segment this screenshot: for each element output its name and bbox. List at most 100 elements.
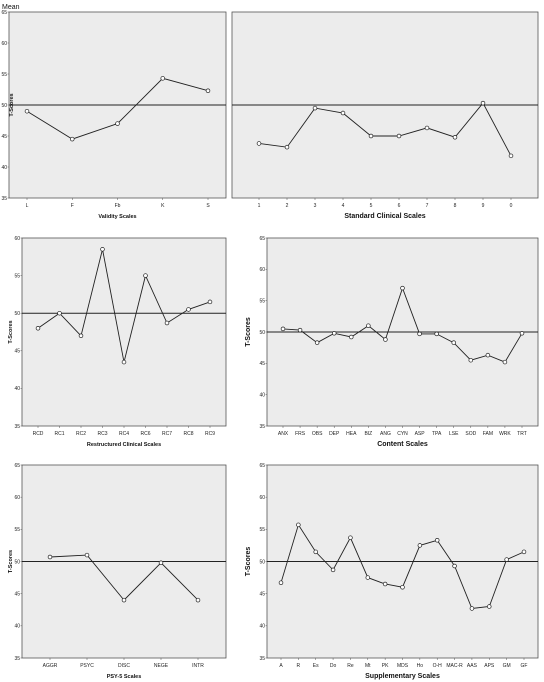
x-tick-label: R: [297, 663, 301, 669]
x-tick-label: Re: [347, 663, 354, 669]
data-point: [521, 549, 527, 555]
data-point: [314, 340, 320, 345]
data-point: [383, 337, 388, 342]
series-line: [258, 102, 512, 157]
y-tick-label: 65: [14, 463, 20, 469]
data-point: [195, 597, 201, 603]
data-point: [382, 581, 388, 587]
y-tick-label: 55: [1, 72, 7, 78]
x-tick-label: SOD: [465, 431, 476, 437]
chart-panel-psy5: 35 40 45 50 55 60 65 AGGR PSYC DISC NEGE INTR PSY-5 …: [8, 463, 227, 680]
y-tick-label: 50: [259, 330, 265, 336]
data-point: [400, 584, 405, 590]
chart-panel-content: 35 40 45 50 55 60 65 ANX FRS OBS DEP HEA BIZ ANG CYN AS…: [245, 236, 539, 448]
data-point: [504, 557, 509, 562]
y-tick-label: 65: [259, 236, 265, 242]
y-tick-label: 65: [1, 10, 7, 16]
data-point: [78, 333, 84, 339]
x-tick-label: AGGR: [43, 663, 58, 669]
data-point: [487, 604, 492, 609]
data-point: [121, 359, 127, 365]
y-tick-label: 55: [259, 298, 265, 304]
x-tick-label: FAM: [483, 431, 493, 437]
x-tick-label: PSYC: [80, 663, 94, 669]
data-point: [508, 153, 514, 159]
x-tick-label: 5: [370, 203, 373, 209]
x-tick-label: L: [26, 203, 29, 209]
x-tick-label: O-H: [433, 663, 443, 669]
data-point: [121, 597, 127, 603]
y-tick-label: 50: [1, 103, 7, 109]
x-tick-label: 2: [286, 203, 289, 209]
x-tick-label: CYN: [397, 431, 408, 437]
data-point: [424, 125, 430, 131]
y-tick-label: 45: [14, 591, 20, 597]
y-tick-label: 45: [1, 134, 7, 140]
data-point: [84, 552, 90, 558]
x-axis-title: PSY-5 Scales: [107, 674, 142, 680]
data-point: [452, 134, 458, 140]
x-tick-label: RC2: [76, 431, 86, 437]
x-tick-label: TRT: [517, 431, 527, 437]
x-tick-label: Fb: [115, 203, 121, 209]
x-tick-label: APS: [484, 663, 495, 669]
x-tick-label: 6: [398, 203, 401, 209]
data-point: [340, 110, 346, 116]
data-point: [35, 325, 41, 331]
x-tick-label: 9: [482, 203, 485, 209]
x-tick-label: F: [71, 203, 74, 209]
x-tick-label: Es: [313, 663, 319, 669]
x-tick-label: RC3: [97, 431, 107, 437]
x-tick-label: BIZ: [364, 431, 372, 437]
x-tick-label: 3: [314, 203, 317, 209]
y-tick-label: 60: [259, 495, 265, 501]
chart-panel-standard-clinical: 1 2 3 4 5 6 7 8 9 0 Standard Clinical Scales: [231, 11, 539, 220]
x-tick-label: Mt: [365, 663, 371, 669]
data-point: [348, 535, 353, 540]
y-tick-label: 60: [14, 236, 20, 242]
plot-area: [21, 237, 227, 427]
data-point: [256, 141, 262, 146]
corner-label: Mean: [2, 4, 20, 11]
y-tick-label: 45: [14, 349, 20, 355]
y-axis-title: T-Scores: [245, 547, 252, 577]
x-tick-label: 7: [426, 203, 429, 209]
x-tick-label: Do: [330, 663, 337, 669]
x-tick-label: LSE: [449, 431, 459, 437]
y-axis-title: T-Scores: [8, 320, 14, 343]
x-tick-label: S: [206, 203, 210, 209]
data-point: [100, 247, 105, 252]
data-point: [312, 105, 318, 111]
x-tick-label: NEGE: [154, 663, 169, 669]
y-tick-label: 35: [259, 656, 265, 662]
data-point: [278, 580, 284, 585]
data-point: [502, 359, 508, 365]
data-point: [186, 307, 191, 312]
data-point: [330, 567, 336, 573]
x-tick-label: 1: [258, 203, 261, 209]
data-point: [469, 606, 475, 611]
x-axis-title: Standard Clinical Scales: [344, 213, 425, 220]
data-point: [160, 76, 166, 81]
x-tick-label: MDS: [397, 663, 409, 669]
data-point: [207, 299, 213, 305]
y-tick-label: 45: [259, 591, 265, 597]
data-point: [417, 543, 423, 548]
x-axis-title: Validity Scales: [98, 214, 136, 220]
x-tick-label: Ho: [417, 663, 424, 669]
x-tick-label: WRK: [499, 431, 511, 437]
y-tick-label: 40: [14, 624, 20, 630]
y-tick-label: 65: [259, 463, 265, 469]
x-tick-label: GF: [521, 663, 528, 669]
data-point: [164, 320, 170, 326]
data-point: [480, 100, 486, 106]
data-point: [365, 575, 371, 580]
x-tick-label: PK: [382, 663, 389, 669]
x-tick-label: DISC: [118, 663, 130, 669]
data-point: [519, 331, 525, 336]
y-axis-title: T-Scores: [245, 317, 252, 347]
y-tick-label: 60: [1, 41, 7, 47]
y-tick-label: 50: [259, 559, 265, 565]
data-point: [47, 554, 53, 560]
y-tick-label: 40: [259, 624, 265, 630]
